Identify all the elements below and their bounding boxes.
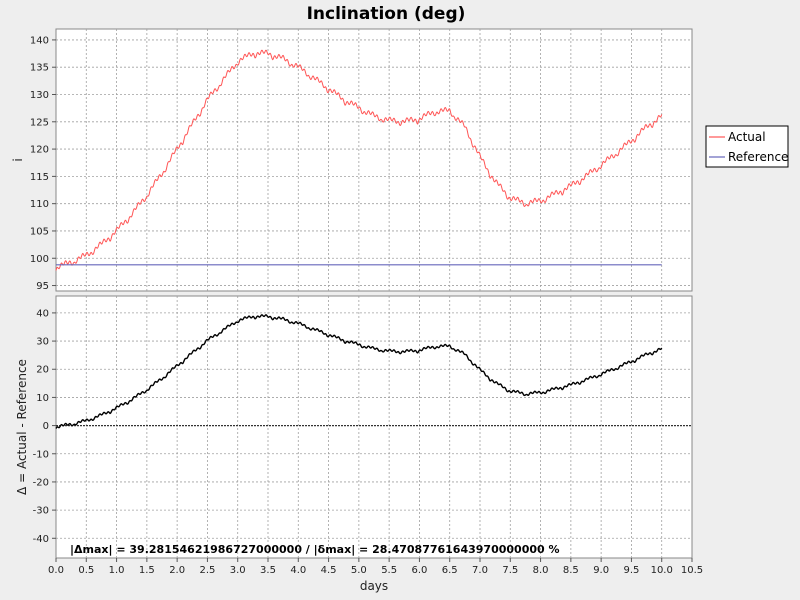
top-plot-area: [55, 28, 693, 292]
bottom-grid: [56, 296, 692, 558]
top-y-tick-label-5: 120: [30, 145, 49, 156]
bottom-y-tick-label-8: 40: [36, 308, 49, 319]
x-tick-label-20: 10.0: [651, 565, 673, 576]
x-tick-label-3: 1.5: [139, 565, 155, 576]
x-tick-label-21: 10.5: [681, 565, 703, 576]
x-tick-label-5: 2.5: [199, 565, 215, 576]
top-y-tick-label-0: 95: [36, 281, 49, 292]
x-tick-label-12: 6.0: [411, 565, 427, 576]
top-y-tick-label-2: 105: [30, 226, 49, 237]
x-tick-label-0: 0.0: [48, 565, 64, 576]
chart-title: Inclination (deg): [307, 4, 466, 24]
bottom-y-ticks: -40 -30 -20 -10 0 10 20 30 40: [33, 308, 56, 545]
x-tick-label-13: 6.5: [442, 565, 458, 576]
bottom-y-tick-label-2: -20: [33, 477, 49, 488]
top-y-tick-label-7: 130: [30, 90, 49, 101]
x-tick-label-16: 8.0: [533, 565, 549, 576]
top-y-tick-label-4: 115: [30, 172, 49, 183]
bottom-y-tick-label-7: 30: [36, 337, 49, 348]
x-tick-label-11: 5.5: [381, 565, 397, 576]
x-tick-label-7: 3.5: [260, 565, 276, 576]
bottom-y-tick-label-0: -40: [33, 534, 49, 545]
bottom-y-tick-label-1: -30: [33, 506, 49, 517]
x-tick-label-19: 9.5: [623, 565, 639, 576]
x-tick-label-1: 0.5: [78, 565, 94, 576]
bottom-y-axis-label: Δ = Actual - Reference: [15, 359, 29, 495]
top-y-axis-label: i: [11, 158, 25, 161]
legend: Actual Reference: [705, 125, 789, 168]
bottom-y-tick-label-3: -10: [33, 449, 49, 460]
legend-label-actual: Actual: [728, 130, 766, 144]
legend-label-reference: Reference: [728, 150, 788, 164]
x-tick-label-17: 8.5: [563, 565, 579, 576]
delta-max-annotation: |Δmax| = 39.28154621986727000000 / |δmax…: [70, 543, 560, 556]
bottom-y-tick-label-6: 20: [36, 365, 49, 376]
top-y-tick-label-1: 100: [30, 254, 49, 265]
top-y-tick-label-6: 125: [30, 117, 49, 128]
x-tick-label-9: 4.5: [321, 565, 337, 576]
top-series: [55, 49, 663, 271]
series-line-actual: [55, 49, 663, 271]
x-tick-label-6: 3.0: [230, 565, 246, 576]
x-tick-label-8: 4.0: [290, 565, 306, 576]
x-tick-label-15: 7.5: [502, 565, 518, 576]
bottom-plot-area: [55, 295, 693, 559]
top-y-tick-label-8: 135: [30, 63, 49, 74]
bottom-y-tick-label-4: 0: [43, 421, 49, 432]
bottom-series: [55, 314, 663, 429]
x-tick-label-2: 1.0: [109, 565, 125, 576]
x-tick-label-14: 7.0: [472, 565, 488, 576]
top-y-ticks: 95 100 105 110 115 120 125 130 135 140: [30, 35, 56, 292]
top-y-tick-label-3: 110: [30, 199, 49, 210]
x-axis-label: days: [360, 579, 388, 593]
x-tick-label-4: 2.0: [169, 565, 185, 576]
legend-box: [705, 125, 789, 168]
x-tick-label-18: 9.0: [593, 565, 609, 576]
bottom-y-tick-label-5: 10: [36, 393, 49, 404]
top-y-tick-label-9: 140: [30, 35, 49, 46]
x-ticks: 0.0 0.5 1.0 1.5 2.0 2.5 3.0 3.5 4.0 4.5 5.0 5.5 6.0 6…: [48, 558, 703, 576]
series-line-delta: [55, 314, 663, 429]
x-tick-label-10: 5.0: [351, 565, 367, 576]
